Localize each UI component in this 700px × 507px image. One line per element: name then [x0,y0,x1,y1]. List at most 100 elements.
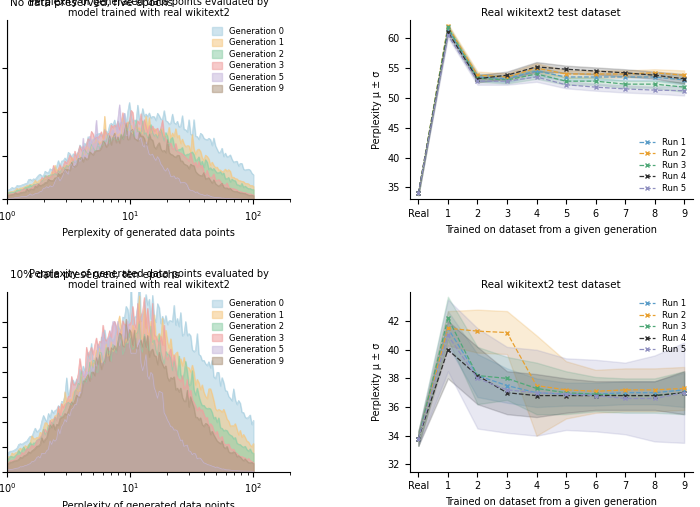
Run 1 [444,26,452,32]
Run 4 [680,390,688,396]
Line: Run 1: Run 1 [416,326,687,441]
Run 3 [650,392,659,399]
Run 2 [532,382,540,388]
Run 4 [650,72,659,78]
Run 5 [503,78,511,84]
Run 2 [621,387,629,393]
Run 4 [592,392,600,399]
Run 1 [503,382,511,388]
Run 3 [414,190,423,196]
Run 4 [503,72,511,78]
Title: Real wikitext2 test dataset: Real wikitext2 test dataset [482,280,621,291]
Run 3 [444,24,452,30]
Line: Run 5: Run 5 [416,333,687,441]
Line: Run 4: Run 4 [416,30,687,196]
Run 1 [444,325,452,331]
Run 3 [592,391,600,397]
Legend: Generation 0, Generation 1, Generation 2, Generation 3, Generation 5, Generation: Generation 0, Generation 1, Generation 2… [209,297,286,368]
Run 2 [414,436,423,442]
Run 3 [562,390,570,396]
Run 1 [650,390,659,396]
Run 1 [680,387,688,393]
Run 3 [414,436,423,442]
Run 2 [562,387,570,393]
Run 4 [592,68,600,74]
Line: Run 4: Run 4 [416,347,687,441]
Text: No data preserved, five epochs: No data preserved, five epochs [10,0,174,8]
Run 4 [414,190,423,196]
Legend: Run 1, Run 2, Run 3, Run 4, Run 5: Run 1, Run 2, Run 3, Run 4, Run 5 [636,135,689,195]
Run 3 [562,78,570,84]
Run 5 [650,395,659,402]
Line: Run 1: Run 1 [416,27,687,196]
Run 5 [414,190,423,196]
Run 4 [562,66,570,73]
Run 4 [444,29,452,35]
Run 4 [532,392,540,399]
X-axis label: Trained on dataset from a given generation: Trained on dataset from a given generati… [445,497,657,507]
Run 3 [473,75,482,81]
Run 4 [680,76,688,82]
Line: Run 5: Run 5 [416,33,687,196]
Run 1 [532,390,540,396]
Run 1 [473,373,482,379]
Run 3 [680,84,688,90]
Run 2 [503,74,511,80]
Run 2 [592,388,600,394]
Line: Run 2: Run 2 [416,326,687,441]
Run 3 [621,392,629,399]
Run 1 [414,436,423,442]
Run 5 [532,74,540,80]
Run 5 [621,86,629,92]
Run 4 [621,392,629,399]
Run 1 [562,74,570,80]
Run 4 [414,436,423,442]
X-axis label: Perplexity of generated data points: Perplexity of generated data points [62,229,235,238]
X-axis label: Perplexity of generated data points: Perplexity of generated data points [62,500,235,507]
Run 4 [562,392,570,399]
Line: Run 3: Run 3 [416,316,687,441]
Run 2 [621,71,629,77]
Run 5 [503,387,511,393]
Run 5 [532,390,540,396]
Run 4 [473,76,482,82]
Run 3 [621,81,629,87]
Run 3 [473,373,482,379]
Run 2 [414,190,423,196]
Legend: Run 1, Run 2, Run 3, Run 4, Run 5: Run 1, Run 2, Run 3, Run 4, Run 5 [636,297,689,356]
Text: 10% data preserved, ten epochs: 10% data preserved, ten epochs [10,270,181,280]
Run 2 [444,325,452,331]
Run 2 [473,72,482,78]
Run 3 [532,385,540,391]
Y-axis label: Perplexity μ ± σ: Perplexity μ ± σ [372,343,382,421]
Run 1 [621,390,629,396]
Run 4 [473,373,482,379]
Run 2 [650,70,659,76]
Run 2 [650,387,659,393]
Run 5 [444,32,452,38]
Run 2 [562,71,570,77]
Run 5 [680,390,688,396]
Run 1 [473,74,482,80]
Run 2 [532,65,540,71]
Run 1 [621,74,629,80]
Run 1 [532,68,540,74]
Run 3 [680,390,688,396]
Run 1 [503,76,511,82]
Run 2 [680,385,688,391]
Run 5 [650,87,659,93]
Run 1 [562,391,570,397]
Run 2 [473,328,482,334]
X-axis label: Trained on dataset from a given generation: Trained on dataset from a given generati… [445,225,657,235]
Run 2 [444,23,452,29]
Run 4 [650,392,659,399]
Run 5 [592,84,600,90]
Run 5 [473,375,482,381]
Run 4 [621,70,629,76]
Run 3 [503,77,511,83]
Run 3 [592,78,600,84]
Run 3 [444,315,452,321]
Run 4 [444,347,452,353]
Line: Run 3: Run 3 [416,25,687,196]
Run 5 [621,395,629,402]
